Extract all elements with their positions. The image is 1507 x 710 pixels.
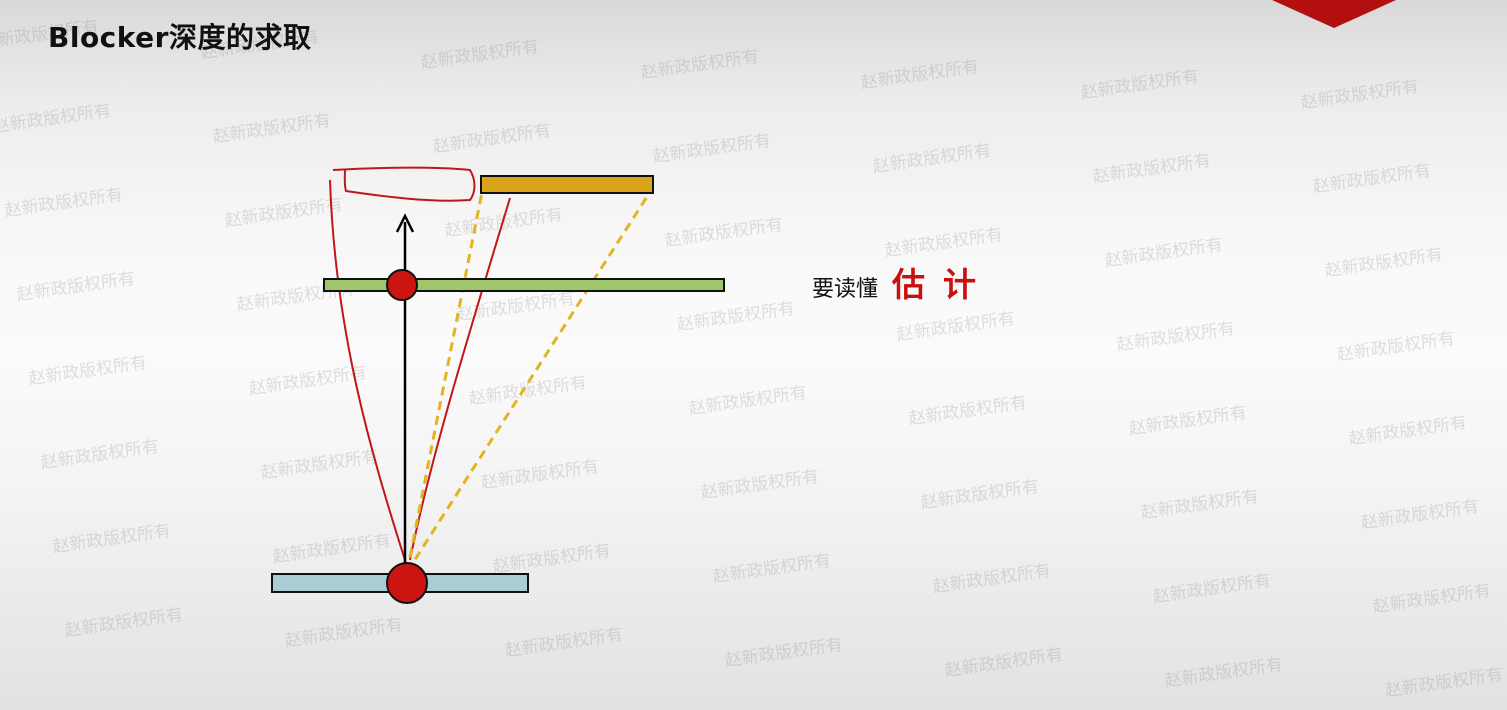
caption-emphasis: 估计 — [892, 265, 995, 304]
corner-marker — [1272, 0, 1396, 28]
annotation-right-stroke — [409, 197, 511, 561]
caption: 要读懂 估计 — [812, 258, 994, 306]
near-plane-point — [386, 269, 418, 301]
near-plane-bar — [323, 278, 725, 292]
frustum-dash-left — [405, 191, 484, 573]
depth-arrow-head-icon — [395, 213, 415, 233]
frustum-dash-right — [405, 191, 652, 573]
blocker-bar — [480, 175, 654, 194]
light-point — [386, 562, 428, 604]
annotation-region-outline — [332, 166, 476, 202]
slide-title: Blocker深度的求取 — [48, 21, 312, 54]
annotation-left-stroke — [329, 179, 406, 561]
caption-prefix: 要读懂 — [812, 277, 879, 302]
